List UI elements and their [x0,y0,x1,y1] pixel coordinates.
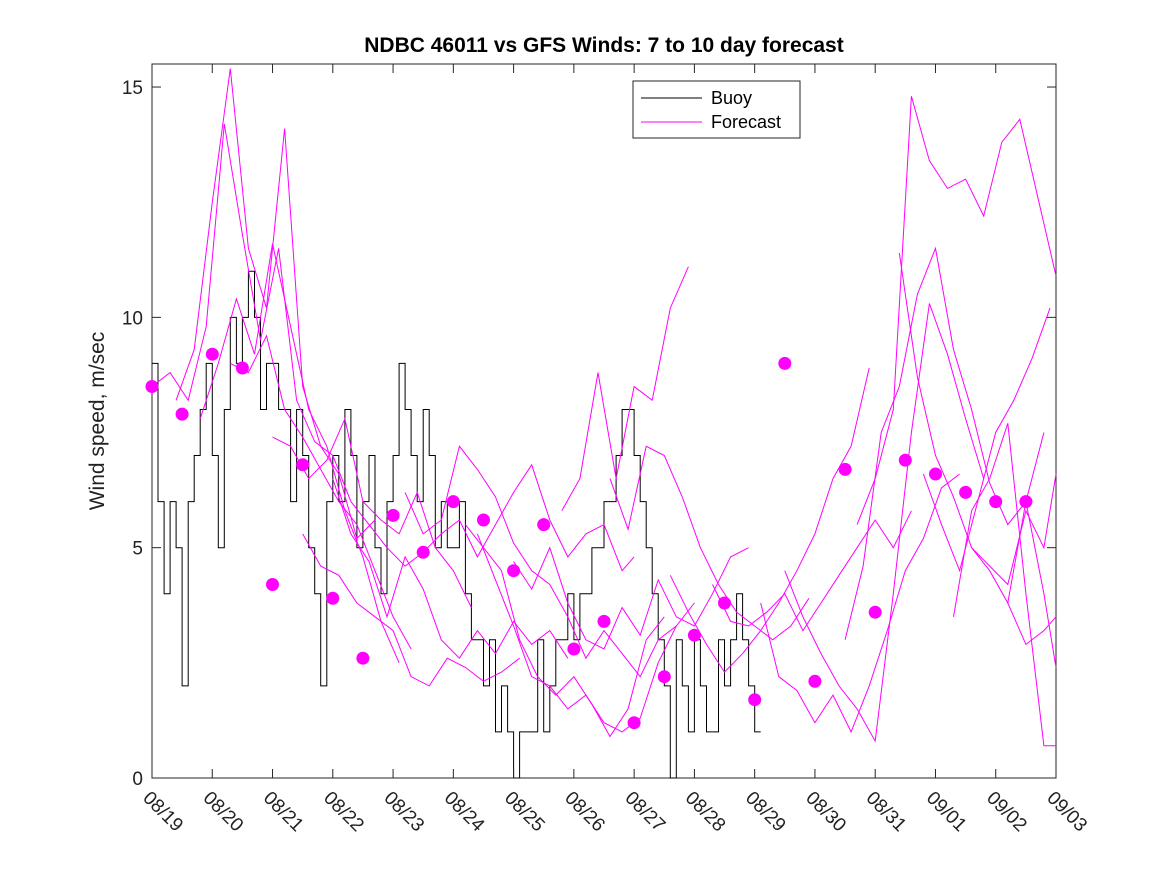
forecast-marker [868,605,882,619]
forecast-line-14 [609,445,810,641]
forecast-line-4 [230,334,412,650]
forecast-line-6 [302,533,520,687]
forecast-series [151,68,1057,747]
forecast-marker [687,628,701,642]
forecast-daily-markers [145,347,1033,730]
forecast-line-18 [784,303,985,743]
forecast-marker [627,716,641,730]
forecast-line-13 [561,266,689,512]
forecast-marker [175,407,189,421]
forecast-line-21 [898,252,1057,646]
forecast-line-22 [922,307,1051,573]
forecast-line-16 [712,510,912,632]
forecast-marker [507,564,521,578]
forecast-marker [778,356,792,370]
forecast-marker [929,467,942,481]
y-tick-label: 5 [132,539,143,560]
y-tick-label: 10 [122,308,143,329]
forecast-line-8 [350,463,635,572]
forecast-line-20 [856,96,1057,525]
forecast-line-24 [971,473,1057,586]
forecast-marker [386,508,400,522]
forecast-line-10 [465,524,665,738]
forecast-line-7 [332,478,569,659]
forecast-marker [748,693,762,707]
forecast-marker [326,591,340,605]
forecast-line-12 [513,546,749,650]
legend-forecast-label: Forecast [711,112,781,132]
forecast-line-2 [175,68,376,540]
forecast-line-9 [404,445,695,678]
y-tick-label: 0 [132,769,143,790]
forecast-marker [537,518,551,532]
forecast-marker [477,513,490,527]
forecast-line-15 [669,367,870,673]
forecast-marker [989,495,1003,509]
forecast-marker [1019,495,1033,509]
forecast-marker [838,462,852,476]
forecast-marker [446,495,460,509]
chart-title: NDBC 46011 vs GFS Winds: 7 to 10 day for… [364,34,843,57]
forecast-marker [416,545,430,559]
legend: Buoy Forecast [632,80,801,139]
forecast-marker [567,642,581,656]
forecast-line-19 [844,246,1045,640]
forecast-marker [597,614,611,628]
forecast-marker [898,453,912,467]
forecast-marker [266,578,279,591]
forecast-line-17 [760,473,960,734]
buoy-series [152,270,761,779]
legend-buoy-label: Buoy [711,88,752,108]
forecast-marker [657,670,671,684]
forecast-marker [718,596,731,610]
forecast-line-23 [953,423,1056,747]
forecast-line-3 [199,243,400,664]
forecast-marker [959,485,973,499]
forecast-marker [356,651,370,665]
forecast-line-5 [272,417,472,608]
buoy-line [152,270,761,779]
forecast-line-11 [476,533,677,733]
forecast-line-25 [1007,501,1057,668]
forecast-line-1 [151,123,352,502]
forecast-marker [145,380,159,393]
forecast-marker [205,347,219,361]
y-tick-label: 15 [122,78,143,99]
legend-box [632,80,801,139]
y-axis-label: Wind speed, m/sec [86,332,109,511]
forecast-marker [235,361,249,375]
forecast-marker [296,458,310,472]
forecast-marker [808,674,822,688]
